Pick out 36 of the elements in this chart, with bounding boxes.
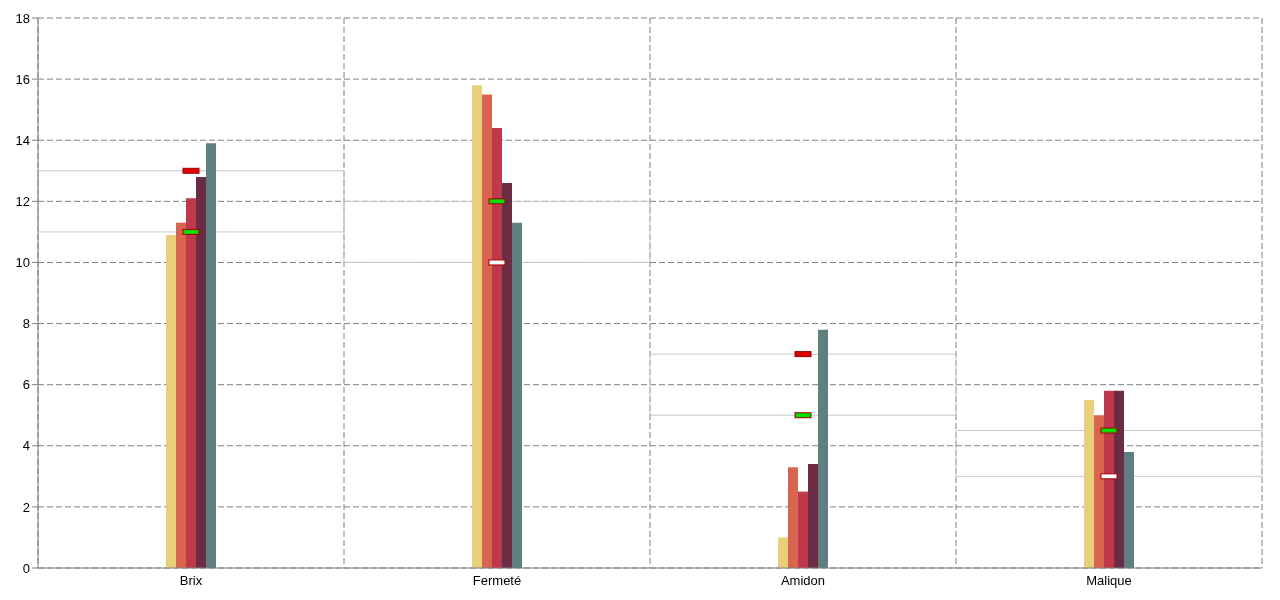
bar: [1094, 415, 1104, 568]
bar: [512, 222, 522, 568]
x-tick-label: Brix: [179, 573, 203, 589]
x-tick-label: Amidon: [780, 573, 826, 589]
bar: [818, 329, 828, 568]
bar: [502, 183, 512, 568]
bar: [788, 467, 798, 568]
bar: [1114, 390, 1124, 568]
bar: [482, 94, 492, 568]
bar: [166, 234, 176, 568]
bar: [196, 176, 206, 568]
y-tick-label: 14: [15, 132, 30, 148]
bar: [1084, 399, 1094, 568]
bar: [808, 464, 818, 568]
bar: [472, 85, 482, 568]
bar: [778, 537, 788, 568]
bar: [186, 198, 196, 568]
bar: [1124, 451, 1134, 568]
y-tick-label: 18: [15, 10, 30, 26]
y-tick-label: 8: [22, 316, 30, 332]
bar: [1104, 390, 1114, 568]
y-tick-label: 4: [22, 438, 30, 454]
bar: [206, 143, 216, 568]
bar: [955, 430, 1263, 477]
y-tick-label: 2: [22, 499, 30, 515]
x-tick-label: Malique: [1086, 573, 1132, 589]
bar: [176, 222, 186, 568]
bar: [798, 491, 808, 568]
bar: [649, 353, 957, 416]
bar: [492, 128, 502, 568]
y-tick-label: 16: [15, 71, 30, 87]
y-tick-label: 12: [15, 193, 30, 209]
y-tick-label: 10: [15, 255, 30, 271]
y-tick-label: 0: [22, 560, 30, 576]
x-tick-label: Fermeté: [472, 573, 522, 589]
y-tick-label: 6: [22, 377, 30, 393]
